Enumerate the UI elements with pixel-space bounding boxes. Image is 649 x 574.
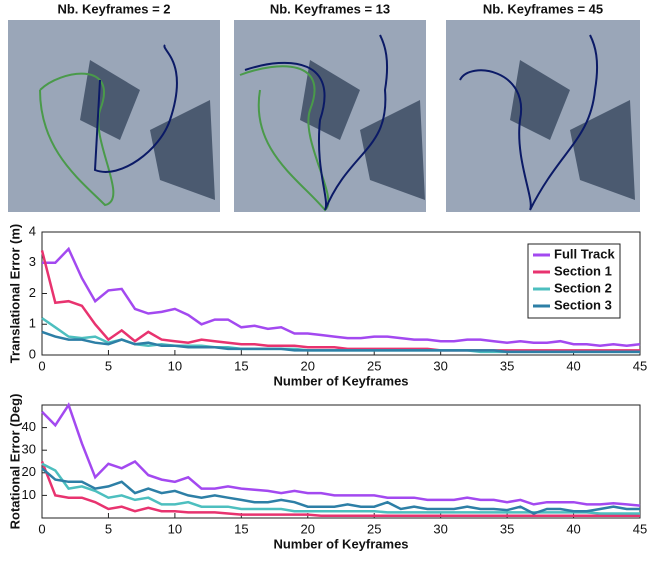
legend-label: Section 3 [554, 297, 612, 312]
y-tick-label: 20 [22, 464, 36, 479]
x-tick-label: 30 [433, 358, 447, 373]
y-tick-label: 0 [29, 346, 36, 361]
x-tick-label: 5 [105, 358, 112, 373]
panel-title: Nb. Keyframes = 13 [270, 1, 390, 16]
legend-label: Full Track [554, 246, 615, 261]
y-tick-label: 10 [22, 487, 36, 502]
x-tick-label: 35 [500, 358, 514, 373]
x-tick-label: 10 [168, 521, 182, 536]
panel: Nb. Keyframes = 13 [234, 1, 426, 212]
x-tick-label: 40 [566, 358, 580, 373]
x-tick-label: 25 [367, 521, 381, 536]
x-axis-label: Number of Keyframes [273, 536, 408, 551]
x-tick-label: 5 [105, 521, 112, 536]
x-tick-label: 45 [633, 358, 647, 373]
panel-title: Nb. Keyframes = 45 [483, 1, 603, 16]
x-axis-label: Number of Keyframes [273, 373, 408, 388]
x-tick-label: 15 [234, 358, 248, 373]
legend-label: Section 1 [554, 263, 612, 278]
x-tick-label: 0 [38, 521, 45, 536]
y-tick-label: 1 [29, 316, 36, 331]
y-tick-label: 4 [29, 223, 36, 238]
x-tick-label: 20 [301, 358, 315, 373]
x-tick-label: 40 [566, 521, 580, 536]
panel: Nb. Keyframes = 45 [446, 1, 640, 212]
legend-label: Section 2 [554, 280, 612, 295]
x-tick-label: 0 [38, 358, 45, 373]
x-tick-label: 25 [367, 358, 381, 373]
x-tick-label: 35 [500, 521, 514, 536]
y-tick-label: 30 [22, 442, 36, 457]
y-tick-label: 2 [29, 285, 36, 300]
y-tick-label: 40 [22, 419, 36, 434]
x-tick-label: 10 [168, 358, 182, 373]
y-axis-label: Translational Error (m) [7, 224, 22, 363]
x-tick-label: 45 [633, 521, 647, 536]
x-tick-label: 30 [433, 521, 447, 536]
x-tick-label: 15 [234, 521, 248, 536]
panel-title: Nb. Keyframes = 2 [57, 1, 170, 16]
y-axis-label: Rotational Error (Deg) [7, 394, 22, 530]
panel: Nb. Keyframes = 2 [8, 1, 220, 212]
figure: Nb. Keyframes = 2 Nb. Keyframes = 13 Nb.… [0, 0, 649, 569]
y-tick-label: 3 [29, 254, 36, 269]
x-tick-label: 20 [301, 521, 315, 536]
